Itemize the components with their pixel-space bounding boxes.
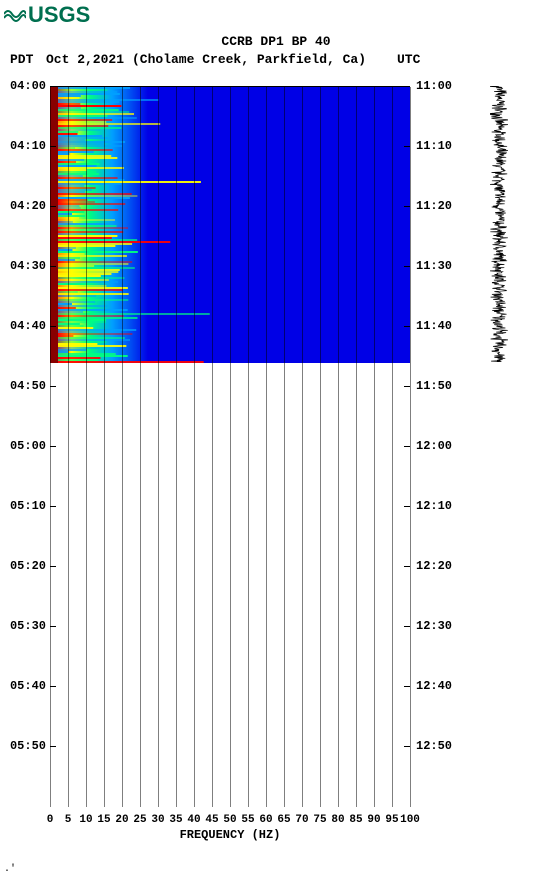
x-tick-label: 10 [79,814,92,826]
x-tick-label: 50 [223,814,236,826]
spectrogram-data-area [50,87,410,363]
right-time-label: 11:20 [416,199,452,213]
location-label: (Cholame Creek, Parkfield, Ca) [132,52,366,67]
tz-left-label: PDT [10,52,33,67]
left-time-label: 04:40 [4,319,46,333]
left-time-label: 04:50 [4,379,46,393]
x-tick-label: 25 [133,814,146,826]
left-time-label: 05:00 [4,439,46,453]
x-tick-label: 5 [65,814,72,826]
left-time-label: 05:40 [4,679,46,693]
usgs-logo-text: USGS [28,2,90,27]
usgs-logo: USGS [4,2,90,28]
right-time-label: 12:50 [416,739,452,753]
left-time-label: 05:20 [4,559,46,573]
right-time-label: 12:20 [416,559,452,573]
x-tick-label: 80 [331,814,344,826]
x-tick-label: 85 [349,814,362,826]
spectrogram-blank-area [50,363,410,807]
left-time-label: 04:00 [4,79,46,93]
left-time-label: 05:50 [4,739,46,753]
x-tick-label: 70 [295,814,308,826]
x-tick-label: 60 [259,814,272,826]
x-axis-title: FREQUENCY (HZ) [50,828,410,842]
left-time-label: 04:10 [4,139,46,153]
x-tick-label: 65 [277,814,290,826]
right-time-label: 11:30 [416,259,452,273]
x-tick-label: 90 [367,814,380,826]
left-time-label: 04:20 [4,199,46,213]
left-time-label: 04:30 [4,259,46,273]
right-time-label: 11:50 [416,379,452,393]
chart-title: CCRB DP1 BP 40 [0,34,552,49]
x-tick-label: 40 [187,814,200,826]
date-label: Oct 2,2021 [46,52,124,67]
x-tick-label: 15 [97,814,110,826]
x-tick-label: 55 [241,814,254,826]
x-tick-label: 100 [400,814,420,826]
x-tick-label: 45 [205,814,218,826]
seismogram-trace [490,86,508,362]
x-tick-label: 30 [151,814,164,826]
tz-right-label: UTC [397,52,420,67]
right-time-label: 12:00 [416,439,452,453]
x-tick-label: 20 [115,814,128,826]
right-time-label: 12:10 [416,499,452,513]
x-tick-label: 0 [47,814,54,826]
right-time-label: 11:10 [416,139,452,153]
usgs-wave-icon [4,5,26,28]
x-tick-label: 35 [169,814,182,826]
left-time-label: 05:30 [4,619,46,633]
x-tick-label: 95 [385,814,398,826]
right-time-label: 12:40 [416,679,452,693]
x-tick-label: 75 [313,814,326,826]
right-time-label: 11:40 [416,319,452,333]
footer-mark: .' [4,864,16,875]
left-time-label: 05:10 [4,499,46,513]
spectrogram-chart [50,86,410,806]
right-time-label: 11:00 [416,79,452,93]
right-time-label: 12:30 [416,619,452,633]
